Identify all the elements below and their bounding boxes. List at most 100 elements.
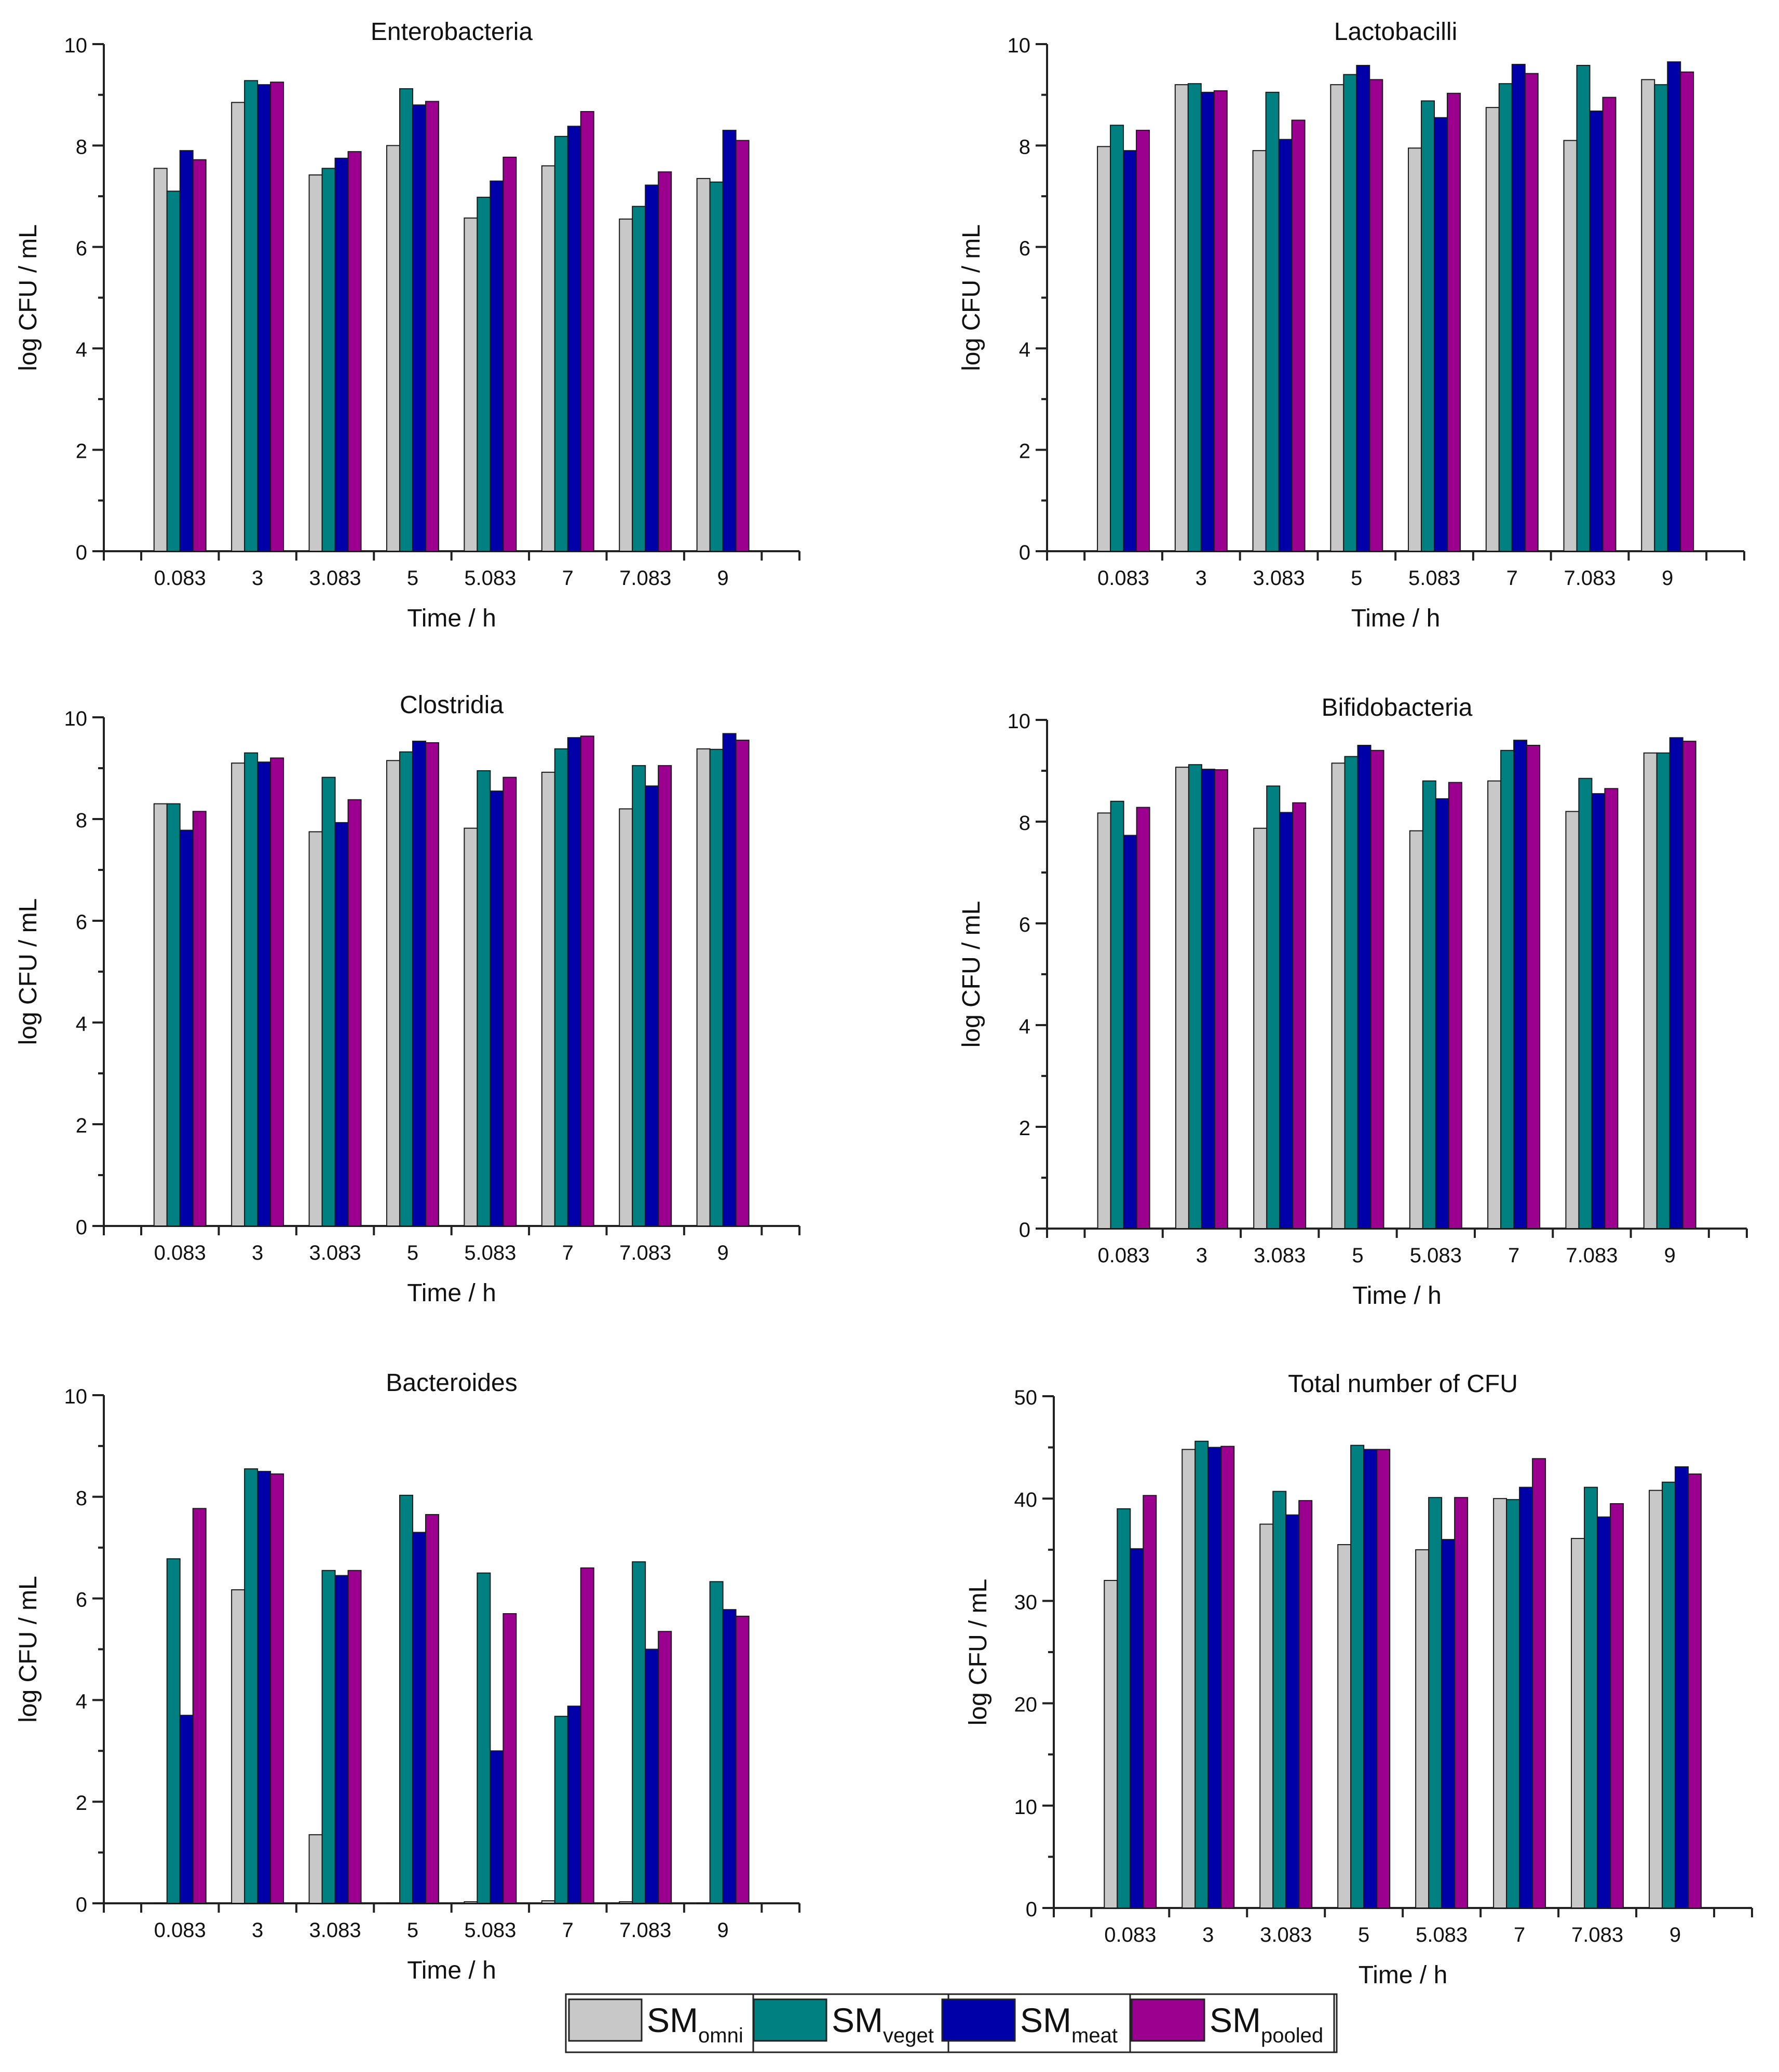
y-tick-label: 6 xyxy=(1019,914,1030,936)
bar-veget xyxy=(477,770,491,1226)
legend-label: SMpooled xyxy=(1210,2001,1323,2047)
legend-label: SMmeat xyxy=(1020,2001,1118,2047)
x-tick-label: 3.083 xyxy=(309,567,361,590)
x-tick-label: 0.083 xyxy=(1097,567,1149,590)
x-tick-label: 5.083 xyxy=(464,567,516,590)
y-tick-label: 4 xyxy=(76,338,87,361)
x-tick-label: 5 xyxy=(1358,1924,1369,1946)
bar-omni xyxy=(308,831,323,1226)
x-tick-label: 7.083 xyxy=(1566,1244,1618,1267)
legend-frame xyxy=(565,1993,1338,2053)
bar-pooled xyxy=(1447,92,1461,552)
bar-pooled xyxy=(1524,73,1539,552)
bar-meat xyxy=(490,180,504,552)
bar-meat xyxy=(257,1470,271,1904)
y-tick-label: 4 xyxy=(1019,1015,1030,1038)
bar-meat xyxy=(179,150,194,552)
bar-omni xyxy=(386,760,400,1227)
bar-meat xyxy=(1278,139,1293,552)
bar-pooled xyxy=(1220,1446,1235,1909)
x-tick-label: 7 xyxy=(562,1242,574,1264)
bar-meat xyxy=(334,1575,349,1904)
bar-omni xyxy=(619,1901,633,1904)
bar-veget xyxy=(709,181,724,552)
bar-meat xyxy=(1441,1539,1456,1909)
bar-veget xyxy=(1578,778,1593,1229)
bar-omni xyxy=(619,219,633,552)
bar-meat xyxy=(567,126,581,552)
x-tick-label: 7 xyxy=(1514,1924,1525,1946)
bar-veget xyxy=(1498,83,1513,552)
x-tick-label: 3 xyxy=(1202,1924,1214,1946)
x-tick-label: 3.083 xyxy=(1253,567,1305,590)
x-tick-label: 9 xyxy=(1662,567,1673,590)
bar-omni xyxy=(1252,150,1267,552)
chart-panel-6: Total number of CFU 0 10 20 30 40 50 0.083 3 3.08… xyxy=(965,1370,1753,1989)
bar-pooled xyxy=(1214,769,1228,1230)
bar-meat xyxy=(645,785,659,1227)
bar-omni xyxy=(1337,1544,1352,1909)
y-tick-label: 0 xyxy=(76,1216,87,1239)
bar-veget xyxy=(1343,74,1357,552)
y-tick-label: 10 xyxy=(64,34,88,57)
x-tick-label: 9 xyxy=(1669,1924,1681,1946)
bar-veget xyxy=(1654,84,1668,552)
bar-meat xyxy=(412,1532,426,1904)
legend: SMomni SMveget SMmeat SMpooled xyxy=(565,1993,1338,2053)
y-tick-label: 6 xyxy=(76,911,87,934)
bar-omni xyxy=(1649,1490,1663,1909)
y-tick-label: 0 xyxy=(1026,1898,1037,1921)
bar-meat xyxy=(1356,65,1370,552)
x-tick-label: 3.083 xyxy=(309,1919,361,1942)
bar-meat xyxy=(645,1648,659,1904)
legend-entry-omni: SMomni xyxy=(568,1994,754,2052)
bar-pooled xyxy=(1143,1495,1157,1909)
y-tick-label: 4 xyxy=(76,1690,87,1713)
bar-omni xyxy=(464,1901,478,1904)
x-axis-label: Time / h xyxy=(1359,1961,1448,1989)
bar-veget xyxy=(1117,1508,1131,1909)
bar-omni xyxy=(231,1589,246,1904)
bar-omni xyxy=(1415,1549,1430,1909)
bar-veget xyxy=(1266,785,1281,1229)
bar-veget xyxy=(1584,1487,1598,1909)
bar-pooled xyxy=(347,1570,362,1904)
bar-pooled xyxy=(270,1473,284,1904)
bar-meat xyxy=(567,737,581,1226)
bar-meat xyxy=(1207,1447,1222,1909)
bar-omni xyxy=(1330,84,1345,552)
bar-meat xyxy=(1513,740,1528,1229)
x-tick-label: 7 xyxy=(1506,567,1518,590)
bar-veget xyxy=(1110,125,1124,552)
bar-omni xyxy=(1182,1449,1196,1909)
bar-meat xyxy=(567,1706,581,1904)
bar-veget xyxy=(1428,1497,1443,1909)
x-tick-label: 3 xyxy=(252,1919,263,1942)
bar-omni xyxy=(1485,107,1500,552)
bar-meat xyxy=(1435,798,1449,1229)
y-tick-label: 10 xyxy=(64,707,88,730)
bar-omni xyxy=(541,1900,555,1904)
legend-swatch xyxy=(568,1998,643,2042)
bar-meat xyxy=(412,741,426,1227)
bar-veget xyxy=(709,1581,724,1904)
bar-veget xyxy=(632,1561,646,1904)
x-axis-label: Time / h xyxy=(407,1279,496,1307)
chart-title: Total number of CFU xyxy=(1288,1370,1518,1398)
bar-meat xyxy=(1200,91,1215,552)
x-tick-label: 3 xyxy=(1196,567,1207,590)
y-tick-label: 8 xyxy=(1019,135,1030,158)
x-tick-label: 9 xyxy=(717,1242,728,1264)
bar-pooled xyxy=(1532,1458,1546,1909)
bar-pooled xyxy=(1291,119,1306,552)
y-tick-label: 10 xyxy=(1008,710,1031,733)
bar-pooled xyxy=(1454,1497,1469,1909)
bar-pooled xyxy=(1298,1500,1313,1909)
bar-pooled xyxy=(1136,130,1150,552)
bar-omni xyxy=(1493,1498,1508,1909)
legend-swatch xyxy=(753,1998,827,2042)
x-tick-label: 5.083 xyxy=(464,1919,516,1942)
y-tick-label: 4 xyxy=(1019,338,1030,361)
bar-pooled xyxy=(1682,741,1696,1230)
bar-meat xyxy=(1669,737,1683,1230)
